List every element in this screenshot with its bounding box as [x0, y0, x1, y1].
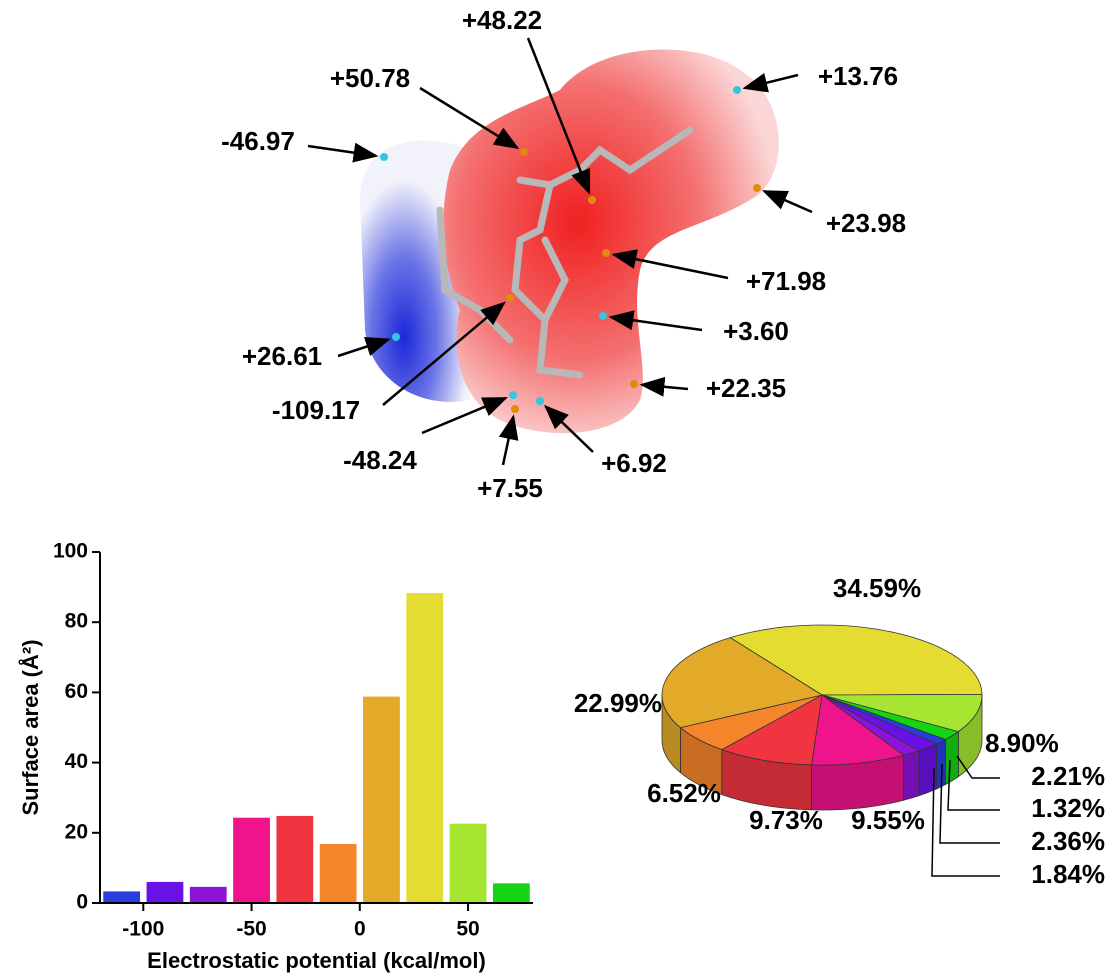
bar [449, 823, 487, 903]
surface-label: +6.92 [601, 448, 667, 478]
surface-label: +7.55 [477, 473, 543, 503]
bar [276, 815, 314, 903]
arrow [543, 404, 594, 453]
extremum-point [392, 333, 400, 341]
bar [363, 696, 400, 903]
arrow [639, 376, 689, 397]
y-tick-label: 60 [65, 680, 88, 703]
extremum-point [511, 405, 519, 413]
pie-chart: 34.59% 8.90%2.21%1.32%2.36%1.84% 9.55% 9.73… [574, 573, 1105, 889]
pie-slice [720, 694, 823, 766]
bar [189, 886, 227, 903]
arrow [608, 310, 703, 332]
surface-label: -48.24 [343, 445, 417, 475]
pie-label: 9.73% [749, 805, 823, 835]
leader-line [956, 755, 1000, 779]
x-tick-label: 50 [456, 918, 479, 941]
y-tick-label: 80 [65, 610, 88, 633]
arrow [762, 190, 813, 214]
pie-label: 2.21% [1031, 761, 1105, 791]
arrow [337, 336, 391, 358]
bar-chart: 0 20 40 60 80 100 -100 -50 0 50 Electrostatic pote… [17, 540, 533, 973]
x-tick-label: -50 [236, 918, 266, 941]
bar [492, 883, 530, 903]
surface-label: +50.78 [330, 63, 410, 93]
extremum-point [630, 380, 638, 388]
pie-label: 34.59% [833, 573, 921, 603]
surface-label: +48.22 [462, 5, 542, 35]
x-axis-label: Electrostatic potential (kcal/mol) [147, 948, 486, 973]
bar [319, 844, 357, 903]
y-tick-label: 20 [65, 820, 88, 843]
arrow [419, 86, 520, 150]
y-tick-label: 0 [76, 891, 88, 914]
surface-label: +13.76 [818, 61, 898, 91]
surface-labels: +48.22 +50.78 +13.76 -46.97 +23.98+71.98 +3.6… [221, 5, 906, 503]
bar [103, 891, 141, 903]
pie-label: 22.99% [574, 688, 662, 718]
bar [146, 881, 184, 903]
pie-label: 2.36% [1031, 826, 1105, 856]
extremum-point [733, 86, 741, 94]
leader-line [947, 759, 1000, 811]
arrow [611, 249, 729, 280]
arrow [382, 301, 506, 406]
surface-label: +3.60 [723, 316, 789, 346]
x-tick-label: -100 [122, 918, 164, 941]
arrow [498, 414, 519, 466]
pie-side [945, 730, 959, 786]
y-tick-label: 100 [53, 540, 88, 563]
surface-label: +22.35 [706, 373, 786, 403]
surface-label: +26.61 [242, 341, 322, 371]
pie-label: 1.32% [1031, 793, 1105, 823]
pie-label: 8.90% [985, 728, 1059, 758]
arrow [526, 37, 591, 195]
bar [406, 593, 444, 903]
y-axis-label: Surface area (Å²) [17, 639, 43, 815]
leader-line [931, 767, 1000, 877]
molecule-surface [360, 49, 779, 434]
surface-label: -46.97 [221, 126, 295, 156]
arrow [307, 142, 379, 163]
pie-slice [661, 637, 824, 729]
extremum-point [536, 397, 544, 405]
extremum-point [509, 391, 517, 399]
pie-slice [811, 694, 905, 766]
pie-side [903, 750, 920, 801]
leader-line [939, 763, 1000, 844]
y-tick-label: 40 [65, 750, 88, 773]
extremum-point [380, 153, 388, 161]
pie-label: 6.52% [647, 778, 721, 808]
extremum-point [599, 312, 607, 320]
pie-slice [729, 624, 983, 696]
extremum-point [753, 184, 761, 192]
arrow [742, 73, 799, 93]
extremum-point [506, 294, 514, 302]
surface-label: -109.17 [272, 395, 360, 425]
pie-label: 9.55% [851, 805, 925, 835]
pie-label: 1.84% [1031, 859, 1105, 889]
pie-slice [821, 694, 983, 733]
x-tick-label: 0 [354, 918, 366, 941]
surface-label: +23.98 [826, 208, 906, 238]
surface-label: +71.98 [746, 266, 826, 296]
arrow [421, 396, 508, 435]
extremum-point [588, 196, 596, 204]
extremum-point [520, 148, 528, 156]
bar [233, 817, 270, 903]
extremum-point [602, 249, 610, 257]
